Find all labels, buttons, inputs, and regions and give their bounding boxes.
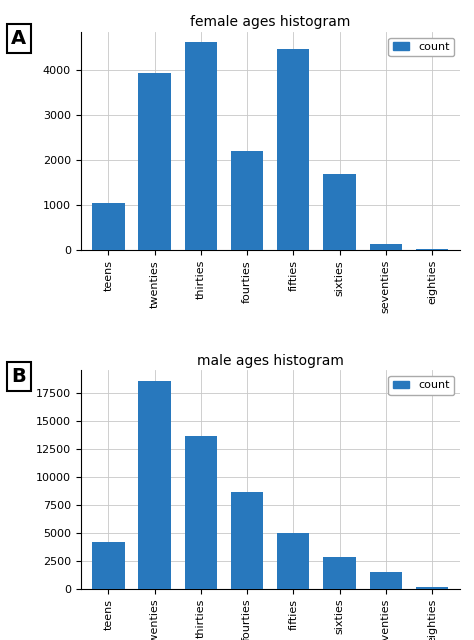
Legend: count: count — [388, 376, 454, 395]
Bar — [370, 572, 402, 589]
Text: A: A — [11, 29, 27, 48]
Bar — [185, 436, 217, 589]
Bar — [277, 533, 310, 589]
Bar — [323, 557, 356, 589]
Bar — [92, 203, 125, 250]
Bar — [323, 174, 356, 250]
Text: B: B — [11, 367, 27, 387]
Bar — [231, 492, 263, 589]
Bar — [277, 49, 310, 250]
Legend: count: count — [388, 38, 454, 56]
Title: male ages histogram: male ages histogram — [197, 354, 344, 368]
Bar — [185, 42, 217, 250]
Bar — [370, 244, 402, 250]
Title: female ages histogram: female ages histogram — [190, 15, 350, 29]
Bar — [92, 542, 125, 589]
Bar — [138, 72, 171, 250]
Bar — [416, 587, 448, 589]
Bar — [138, 381, 171, 589]
Bar — [231, 151, 263, 250]
